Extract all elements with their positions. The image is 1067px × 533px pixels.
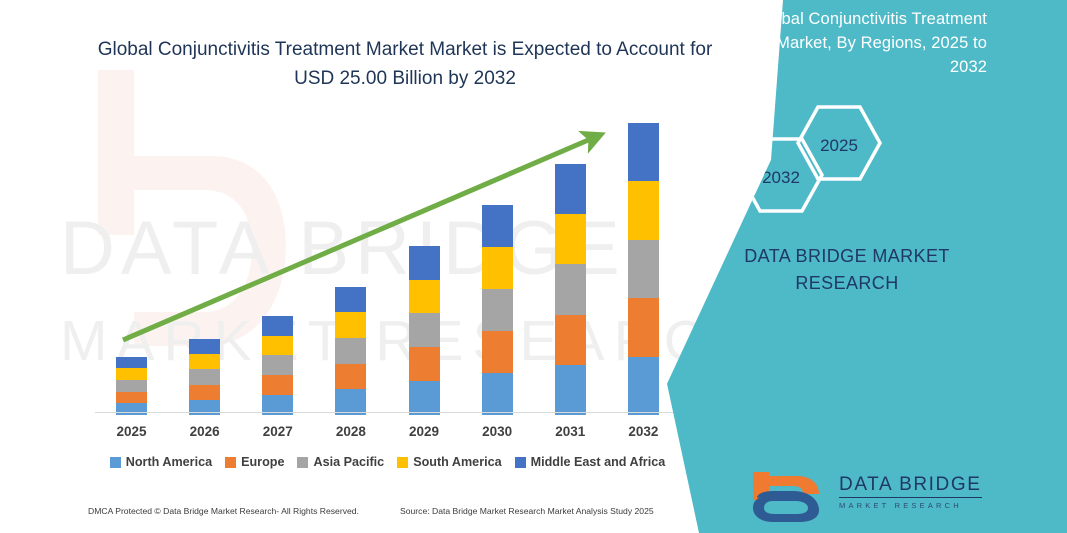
legend-swatch-icon xyxy=(297,456,309,468)
legend-swatch-icon xyxy=(225,456,237,468)
brand-name-text: DATA BRIDGE MARKET RESEARCH xyxy=(744,246,950,293)
bar-2027 xyxy=(262,315,294,416)
bar-2025 xyxy=(116,356,148,415)
bar-segment-north-america xyxy=(627,356,659,416)
bar-segment-asia-pacific xyxy=(262,355,294,376)
bar-segment-middle-east-and-africa xyxy=(189,339,221,355)
bar-segment-north-america xyxy=(335,389,367,415)
footer: DMCA Protected © Data Bridge Market Rese… xyxy=(0,506,700,526)
x-label-2032: 2032 xyxy=(628,424,659,439)
legend-item-north-america[interactable]: North America xyxy=(109,455,213,469)
bar-segment-middle-east-and-africa xyxy=(627,123,659,182)
x-label-2026: 2026 xyxy=(189,424,220,439)
bar-segment-europe xyxy=(554,314,586,365)
bar-segment-south-america xyxy=(116,368,148,380)
legend-item-south-america[interactable]: South America xyxy=(397,455,502,469)
legend-swatch-icon xyxy=(109,456,121,468)
x-axis-line xyxy=(95,412,675,413)
footer-dmca-text: DMCA Protected © Data Bridge Market Rese… xyxy=(88,506,359,516)
chart-legend: North America Europe Asia Pacific South Ame… xyxy=(95,455,680,469)
x-label-2025: 2025 xyxy=(116,424,147,439)
legend-label: Europe xyxy=(241,455,285,469)
legend-label: North America xyxy=(125,455,213,469)
panel-heading: Global Conjunctivitis Treatment Market M… xyxy=(720,10,987,76)
bar-segment-south-america xyxy=(262,335,294,356)
bar-2028 xyxy=(335,286,367,415)
logo-sub-text: MARKET RESEARCH xyxy=(839,501,962,510)
bar-segment-europe xyxy=(116,391,148,404)
bar-segment-asia-pacific xyxy=(408,313,440,348)
bar-segment-middle-east-and-africa xyxy=(554,163,586,215)
x-label-2030: 2030 xyxy=(482,424,513,439)
footer-source-text: Source: Data Bridge Market Research Mark… xyxy=(400,506,654,516)
legend-label: Middle East and Africa xyxy=(530,455,666,469)
bar-segment-asia-pacific xyxy=(335,337,367,364)
legend-item-europe[interactable]: Europe xyxy=(225,455,284,469)
legend-item-middle-east-and-africa[interactable]: Middle East and Africa xyxy=(514,455,666,469)
legend-label: South America xyxy=(413,455,502,469)
x-label-2028: 2028 xyxy=(335,424,366,439)
legend-item-asia-pacific[interactable]: Asia Pacific xyxy=(297,455,384,469)
bar-segment-asia-pacific xyxy=(481,288,513,331)
bar-segment-europe xyxy=(189,384,221,400)
stacked-bar-chart xyxy=(95,120,680,416)
bar-segment-south-america xyxy=(481,246,513,289)
x-axis-labels: 2025 2026 2027 2028 2029 2030 2031 2032 xyxy=(95,424,680,444)
bar-segment-north-america xyxy=(481,372,513,415)
bar-segment-middle-east-and-africa xyxy=(262,315,294,336)
bar-segment-asia-pacific xyxy=(116,379,148,392)
bar-segment-europe xyxy=(335,363,367,390)
hexagon-year-end: 2032 xyxy=(737,136,825,219)
bar-segment-north-america xyxy=(554,364,586,415)
brand-logo: DATA BRIDGE MARKET RESEARCH xyxy=(747,470,1047,526)
bar-segment-south-america xyxy=(189,354,221,370)
bar-segment-south-america xyxy=(627,181,659,240)
bar-segment-europe xyxy=(627,298,659,357)
bar-segment-europe xyxy=(481,330,513,373)
bar-segment-north-america xyxy=(189,399,221,416)
bar-2029 xyxy=(408,245,440,416)
bar-2026 xyxy=(189,339,221,416)
bar-segment-middle-east-and-africa xyxy=(481,204,513,247)
bar-segment-south-america xyxy=(554,214,586,265)
bar-segment-south-america xyxy=(335,312,367,338)
bar-segment-asia-pacific xyxy=(627,239,659,299)
bar-segment-north-america xyxy=(408,381,440,416)
bar-segment-south-america xyxy=(408,279,440,314)
bar-segment-middle-east-and-africa xyxy=(408,245,440,280)
page-title: Global Conjunctivitis Treatment Market M… xyxy=(97,39,713,89)
x-label-2029: 2029 xyxy=(409,424,440,439)
bar-2032 xyxy=(627,123,659,416)
bar-segment-north-america xyxy=(116,403,148,415)
logo-main-text: DATA BRIDGE xyxy=(839,474,982,498)
data-bridge-b-logo-icon xyxy=(753,472,819,522)
x-label-2027: 2027 xyxy=(262,424,293,439)
legend-swatch-icon xyxy=(514,456,526,468)
bar-segment-north-america xyxy=(262,395,294,416)
bar-segment-europe xyxy=(262,375,294,396)
bar-segment-asia-pacific xyxy=(189,369,221,385)
bar-2030 xyxy=(481,204,513,415)
regions-panel: Global Conjunctivitis Treatment Market M… xyxy=(667,0,1067,533)
bar-segment-europe xyxy=(408,347,440,382)
legend-label: Asia Pacific xyxy=(313,455,385,469)
bar-2031 xyxy=(554,163,586,415)
bar-segment-middle-east-and-africa xyxy=(116,356,148,369)
bar-segment-asia-pacific xyxy=(554,264,586,315)
legend-swatch-icon xyxy=(397,456,409,468)
bar-segment-middle-east-and-africa xyxy=(335,286,367,313)
x-label-2031: 2031 xyxy=(555,424,586,439)
